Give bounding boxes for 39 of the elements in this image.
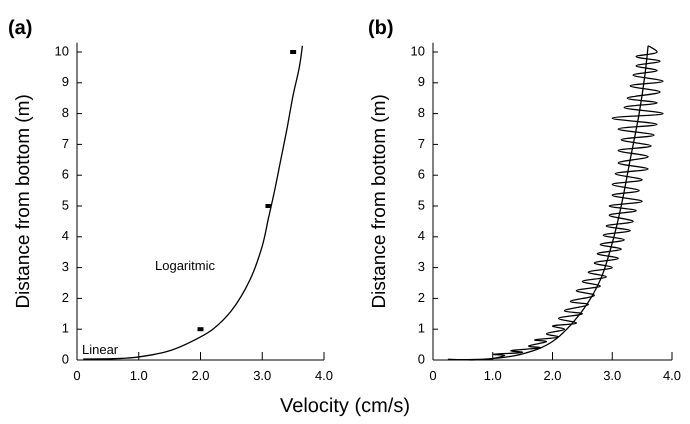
y-tick-label: 3 [418, 259, 425, 274]
y-axis-title: Distance from bottom (m) [369, 94, 390, 309]
y-tick-label: 8 [418, 105, 425, 120]
x-tick-label: 1.0 [130, 368, 148, 383]
x-tick-label: 0 [73, 368, 81, 383]
x-tick-label: 2.0 [543, 368, 562, 383]
y-tick-label: 7 [62, 136, 69, 151]
y-axis-title: Distance from bottom (m) [13, 94, 34, 309]
y-tick-label: 1 [62, 320, 69, 336]
x-tick-label: 0 [429, 368, 437, 383]
y-tick-label: 10 [410, 43, 425, 58]
y-tick-label: 7 [418, 136, 425, 151]
y-tick-label: 6 [418, 166, 425, 182]
y-tick-label: 5 [62, 197, 69, 212]
x-tick-label: 3.0 [253, 368, 272, 383]
x-tick-label: 4.0 [662, 368, 682, 383]
y-tick-label: 3 [62, 259, 69, 274]
y-tick-label: 4 [62, 228, 69, 244]
y-tick-label: 2 [62, 290, 69, 305]
chart-title: (b) [368, 17, 394, 39]
y-tick-label: 10 [54, 43, 69, 58]
annotation: Linear [82, 342, 119, 357]
x-tick-label: 2.0 [191, 368, 210, 383]
y-tick-label: 4 [418, 228, 425, 244]
y-tick-label: 5 [418, 197, 425, 212]
y-tick-label: 0 [62, 351, 69, 366]
y-tick-label: 8 [62, 105, 69, 120]
y-tick-label: 2 [418, 290, 425, 305]
y-tick-label: 1 [418, 320, 425, 336]
y-tick-label: 9 [62, 74, 69, 90]
annotation: Logaritmic [155, 258, 216, 273]
y-tick-label: 0 [418, 351, 425, 366]
x-axis-title: Velocity (cm/s) [280, 395, 410, 417]
x-tick-label: 3.0 [603, 368, 622, 383]
x-tick-label: 1.0 [484, 368, 502, 383]
y-tick-label: 6 [62, 166, 69, 182]
chart-title: (a) [8, 17, 32, 39]
x-tick-label: 4.0 [314, 368, 334, 383]
y-tick-label: 9 [418, 74, 425, 90]
